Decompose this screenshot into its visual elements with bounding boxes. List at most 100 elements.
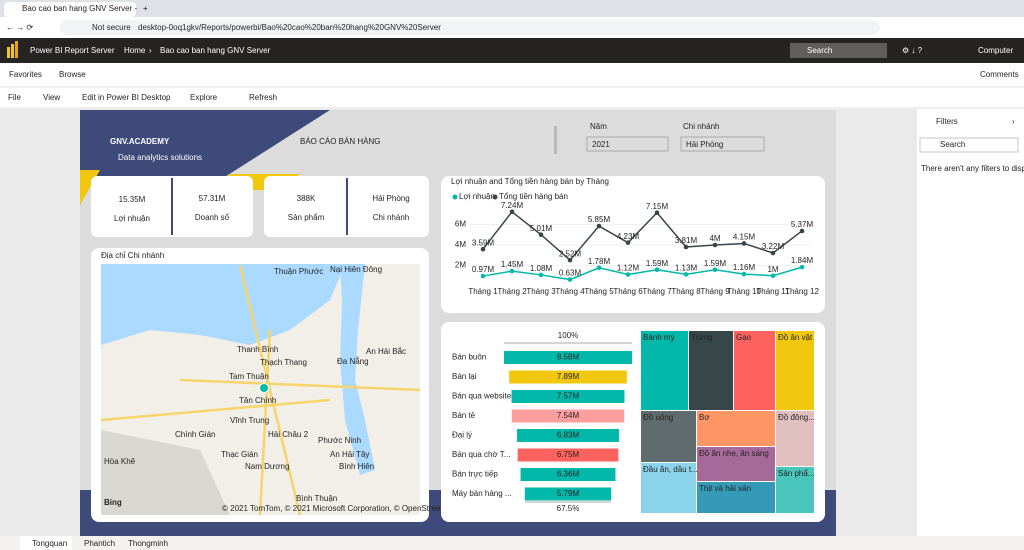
nav-icons[interactable]: ← → ⟳ — [6, 23, 33, 32]
point — [799, 264, 805, 270]
data-label: 1.16M — [733, 263, 756, 272]
toolbar-item[interactable]: File — [8, 93, 21, 102]
point — [538, 232, 544, 237]
treemap-tile[interactable] — [697, 482, 775, 513]
data-label: 5.85M — [588, 215, 611, 224]
treemap-label: Đồ ăn vặt — [778, 333, 813, 342]
point — [567, 257, 573, 263]
slicer[interactable] — [586, 136, 669, 152]
filters-search-text: Search — [940, 140, 965, 149]
slicer[interactable] — [680, 136, 765, 152]
app-name: Power BI Report Server — [30, 46, 115, 55]
map-title: Địa chỉ Chi nhánh — [101, 251, 164, 260]
filters-search[interactable] — [919, 137, 1019, 153]
river — [340, 264, 375, 475]
funnel-bar[interactable] — [509, 370, 627, 384]
point — [567, 277, 573, 282]
treemap-label: Đồ uống — [643, 413, 673, 422]
funnel-category: Đại lý — [452, 431, 472, 440]
treemap-tile[interactable] — [697, 411, 775, 446]
funnel-bar[interactable] — [517, 448, 619, 462]
toolbar-item[interactable]: Edit in Power BI Desktop — [82, 93, 171, 102]
treemap-tile[interactable] — [689, 331, 733, 410]
x-tick-label: Tháng 4 — [555, 287, 585, 296]
funnel-bar[interactable] — [504, 351, 632, 364]
road — [100, 264, 421, 516]
treemap-tile[interactable] — [734, 331, 775, 410]
map-credits: © 2021 TomTom, © 2021 Microsoft Corporat… — [222, 504, 482, 513]
x-tick-label: Tháng 9 — [700, 287, 730, 296]
x-tick-label: Tháng 8 — [671, 287, 701, 296]
treemap-tile[interactable] — [776, 411, 814, 466]
toolbar-item[interactable]: View — [43, 93, 60, 102]
kpi-label: Doanh số — [195, 213, 230, 222]
logo — [7, 47, 10, 58]
funnel-bar[interactable] — [520, 468, 616, 481]
treemap-tile[interactable] — [641, 331, 688, 410]
data-label: 1.12M — [617, 264, 640, 273]
map-label: Nam Dương — [245, 462, 289, 471]
x-tick-label: Tháng 2 — [497, 287, 527, 296]
data-label: 5.01M — [530, 224, 553, 233]
user[interactable]: Computer — [978, 46, 1013, 55]
data-label: 5.37M — [791, 220, 814, 229]
funnel-bar[interactable] — [517, 429, 619, 442]
map-label: Đa Nẵng — [337, 357, 369, 366]
page-tab[interactable]: Tongquan — [32, 539, 67, 548]
data-label: 0.63M — [559, 269, 582, 278]
logo — [15, 41, 18, 58]
y-tick-label: 4M — [455, 240, 466, 249]
funnel-category: Bán qua website — [452, 392, 512, 401]
breadcrumb-home[interactable]: Home — [124, 46, 146, 55]
point — [625, 240, 631, 245]
nav-item[interactable]: Favorites — [9, 70, 42, 79]
page-tab[interactable]: Thongminh — [128, 539, 168, 548]
breadcrumb-sep: › — [149, 46, 152, 55]
toolbar-item[interactable]: Explore — [190, 93, 218, 102]
tab[interactable] — [4, 2, 136, 17]
map-label: Tân Chính — [239, 396, 276, 405]
toolbar-item[interactable]: Refresh — [249, 93, 277, 102]
treemap-tile[interactable] — [697, 447, 775, 481]
funnel-bar[interactable] — [524, 487, 612, 501]
branch-marker[interactable] — [259, 383, 269, 393]
nav-item[interactable]: Browse — [59, 70, 86, 79]
funnel-top: 100% — [558, 331, 578, 340]
treemap-tile[interactable] — [641, 463, 696, 513]
map-label: Thạch Thang — [260, 358, 307, 367]
map-label: An Hải Tây — [330, 450, 369, 459]
header-icons[interactable]: ⚙ ↓ ? — [902, 46, 923, 55]
treemap-tile[interactable] — [641, 411, 696, 462]
address-bar[interactable] — [60, 20, 880, 35]
new-tab[interactable]: + — [143, 4, 148, 13]
funnel-bar[interactable] — [511, 409, 625, 423]
data-label: 3.81M — [675, 236, 698, 245]
kpi-value: Hải Phòng — [372, 194, 409, 203]
search-placeholder: Search — [807, 46, 832, 55]
point — [712, 267, 718, 273]
search-box[interactable] — [790, 43, 887, 58]
point — [799, 228, 805, 234]
treemap-label: Bánh mỳ — [643, 333, 675, 342]
data-label: 7.57M — [557, 392, 580, 401]
x-tick-label: Tháng 3 — [526, 287, 556, 296]
logo — [11, 44, 14, 58]
treemap-tile[interactable] — [776, 331, 814, 410]
data-label: 1M — [767, 265, 778, 274]
funnel-category: Bán trực tiếp — [452, 470, 498, 479]
page-tab[interactable]: Phantich — [84, 539, 115, 548]
report-title: BÁO CÁO BÁN HÀNG — [300, 137, 380, 146]
legend-marker — [452, 194, 458, 200]
point — [509, 268, 515, 274]
map-label: Thuận Phước — [274, 267, 323, 276]
collapse[interactable]: › — [1012, 117, 1015, 126]
comments[interactable]: Comments — [980, 70, 1019, 79]
treemap-tile[interactable] — [776, 467, 814, 513]
data-label: 1.59M — [704, 259, 727, 268]
funnel-bar[interactable] — [511, 390, 625, 403]
y-tick-label: 6M — [455, 220, 466, 229]
breadcrumb-report: Bao cao ban hang GNV Server — [160, 46, 271, 55]
point — [596, 265, 602, 271]
active-tab[interactable] — [20, 536, 72, 550]
